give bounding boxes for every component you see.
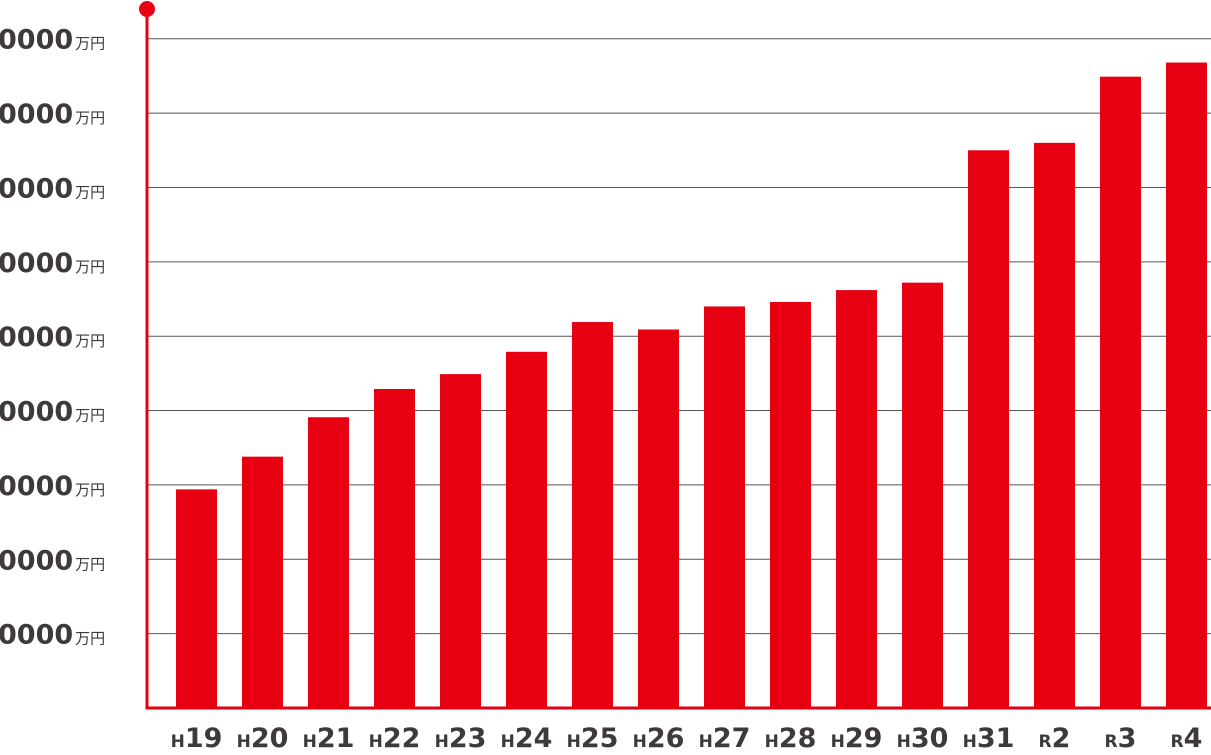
bar (1100, 76, 1141, 709)
bar (770, 301, 811, 708)
x-tick-label: R2 (1039, 723, 1071, 754)
bar (440, 374, 481, 708)
bar (638, 329, 679, 708)
bar (902, 282, 943, 708)
bar (176, 489, 217, 708)
y-tick-label: 0000 万円 (0, 322, 105, 353)
x-tick-label: H21 (303, 723, 355, 754)
y-tick-label: 0000 万円 (0, 248, 105, 279)
bar (308, 417, 349, 708)
x-axis-labels: H19 H20 H21 H22 H23 H24 H25 H26 H27 H28 H29 H30 H31 R… (171, 723, 1203, 754)
x-tick-label: H22 (369, 723, 421, 754)
bar (968, 150, 1009, 708)
x-tick-label: R3 (1105, 723, 1137, 754)
y-tick-label: 0000 万円 (0, 471, 105, 502)
y-tick-label: 0000 万円 (0, 397, 105, 428)
y-tick-label: 0000 万円 (0, 25, 105, 56)
x-tick-label: H27 (699, 723, 751, 754)
x-tick-label: H20 (237, 723, 289, 754)
y-tick-label: 0000 万円 (0, 620, 105, 651)
axis-top-dot (139, 1, 155, 17)
axes (139, 1, 1211, 710)
bar (374, 388, 415, 708)
x-tick-label: H23 (435, 723, 487, 754)
bar (1034, 142, 1075, 708)
x-tick-label: H28 (765, 723, 817, 754)
x-tick-label: H30 (897, 723, 949, 754)
x-tick-label: H31 (963, 723, 1015, 754)
y-axis-labels: 0000 万円 0000 万円 0000 万円 0000 万円 0000 万円 0000 万円 0000… (0, 25, 105, 651)
y-tick-label: 0000 万円 (0, 173, 105, 204)
x-tick-label: R4 (1171, 723, 1203, 754)
x-tick-label: H19 (171, 723, 223, 754)
bar (242, 456, 283, 708)
x-tick-label: H26 (633, 723, 685, 754)
bar (506, 351, 547, 708)
bar (836, 290, 877, 708)
x-tick-label: H29 (831, 723, 883, 754)
x-tick-label: H25 (567, 723, 619, 754)
bar (1166, 62, 1207, 709)
bar (704, 306, 745, 708)
y-tick-label: 0000 万円 (0, 545, 105, 576)
y-tick-label: 0000 万円 (0, 99, 105, 130)
bar (572, 322, 613, 708)
x-tick-label: H24 (501, 723, 553, 754)
bars (176, 62, 1207, 709)
